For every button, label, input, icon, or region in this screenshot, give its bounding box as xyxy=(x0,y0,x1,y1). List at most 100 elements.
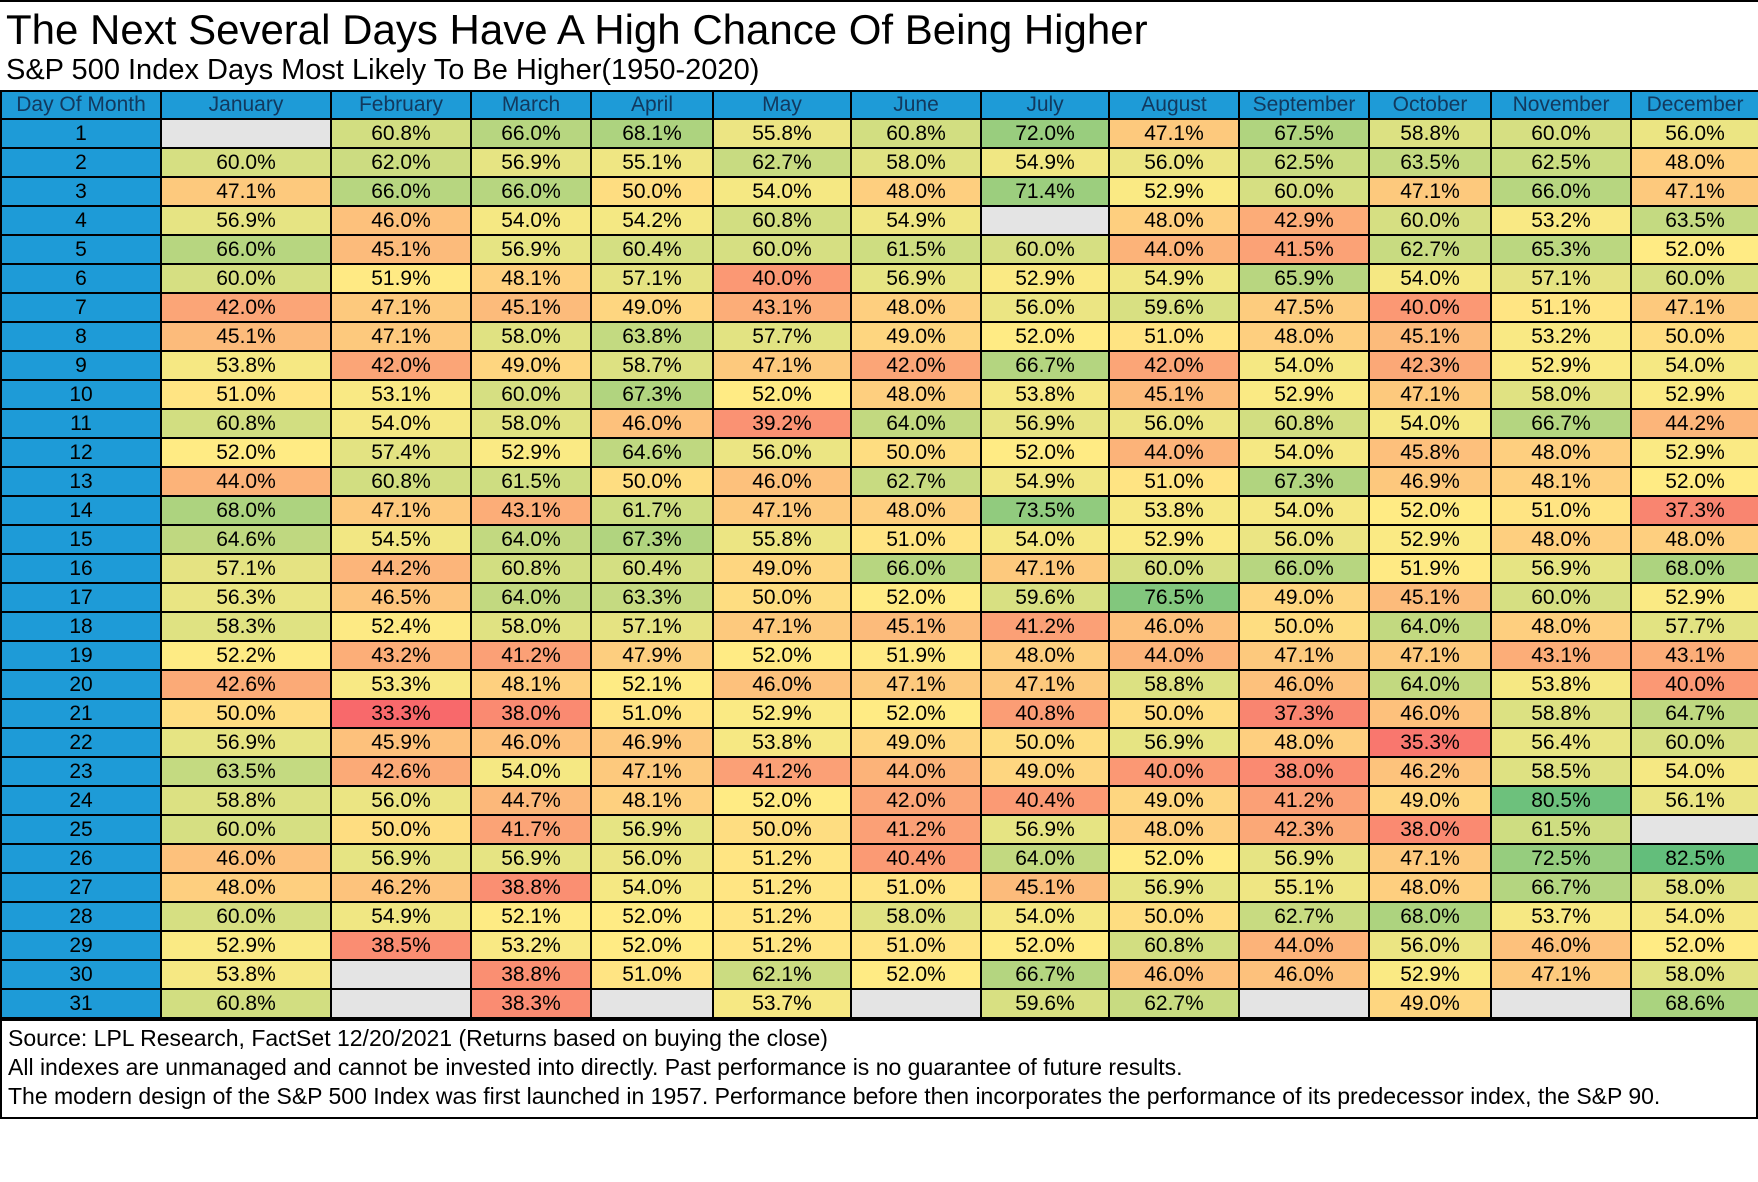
day-row-19: 19 52.2% 43.2% 41.2% 47.9% 52.0% 51.9% 48.0% 44.… xyxy=(0,640,1758,671)
cell-june-14: 48.0% xyxy=(850,495,982,526)
cell-may-20: 46.0% xyxy=(712,669,852,700)
cell-july-11: 56.9% xyxy=(980,408,1110,439)
cell-january-26: 46.0% xyxy=(160,843,332,874)
cell-september-20: 46.0% xyxy=(1238,669,1370,700)
day-cell-21: 21 xyxy=(0,698,162,729)
cell-september-24: 41.2% xyxy=(1238,785,1370,816)
cell-september-2: 62.5% xyxy=(1238,147,1370,178)
cell-february-30 xyxy=(330,959,472,990)
cell-october-20: 64.0% xyxy=(1368,669,1492,700)
cell-january-10: 51.0% xyxy=(160,379,332,410)
cell-july-26: 64.0% xyxy=(980,843,1110,874)
cell-january-19: 52.2% xyxy=(160,640,332,671)
cell-december-5: 52.0% xyxy=(1630,234,1758,265)
cell-october-10: 47.1% xyxy=(1368,379,1492,410)
cell-december-7: 47.1% xyxy=(1630,292,1758,323)
cell-november-31 xyxy=(1490,988,1632,1019)
cell-february-27: 46.2% xyxy=(330,872,472,903)
month-header-january: January xyxy=(160,90,332,120)
cell-november-13: 48.1% xyxy=(1490,466,1632,497)
cell-march-10: 60.0% xyxy=(470,379,592,410)
cell-february-3: 66.0% xyxy=(330,176,472,207)
cell-december-26: 82.5% xyxy=(1630,843,1758,874)
cell-august-4: 48.0% xyxy=(1108,205,1240,236)
cell-august-15: 52.9% xyxy=(1108,524,1240,555)
cell-june-7: 48.0% xyxy=(850,292,982,323)
cell-november-14: 51.0% xyxy=(1490,495,1632,526)
cell-july-18: 41.2% xyxy=(980,611,1110,642)
cell-september-27: 55.1% xyxy=(1238,872,1370,903)
cell-december-10: 52.9% xyxy=(1630,379,1758,410)
cell-july-24: 40.4% xyxy=(980,785,1110,816)
cell-march-5: 56.9% xyxy=(470,234,592,265)
cell-may-7: 43.1% xyxy=(712,292,852,323)
cell-may-16: 49.0% xyxy=(712,553,852,584)
cell-november-28: 53.7% xyxy=(1490,901,1632,932)
cell-june-4: 54.9% xyxy=(850,205,982,236)
footer-line-history: The modern design of the S&P 500 Index w… xyxy=(8,1083,1661,1109)
cell-april-15: 67.3% xyxy=(590,524,714,555)
cell-august-2: 56.0% xyxy=(1108,147,1240,178)
cell-july-20: 47.1% xyxy=(980,669,1110,700)
cell-april-23: 47.1% xyxy=(590,756,714,787)
cell-january-15: 64.6% xyxy=(160,524,332,555)
month-header-february: February xyxy=(330,90,472,120)
month-header-september: September xyxy=(1238,90,1370,120)
cell-may-29: 51.2% xyxy=(712,930,852,961)
cell-december-29: 52.0% xyxy=(1630,930,1758,961)
cell-may-5: 60.0% xyxy=(712,234,852,265)
cell-october-18: 64.0% xyxy=(1368,611,1492,642)
cell-october-1: 58.8% xyxy=(1368,118,1492,149)
cell-december-18: 57.7% xyxy=(1630,611,1758,642)
cell-february-1: 60.8% xyxy=(330,118,472,149)
day-row-10: 10 51.0% 53.1% 60.0% 67.3% 52.0% 48.0% 53.8% 45.… xyxy=(0,379,1758,410)
cell-june-23: 44.0% xyxy=(850,756,982,787)
cell-march-19: 41.2% xyxy=(470,640,592,671)
cell-august-29: 60.8% xyxy=(1108,930,1240,961)
day-row-7: 7 42.0% 47.1% 45.1% 49.0% 43.1% 48.0% 56.0% 59.6… xyxy=(0,292,1758,323)
cell-june-28: 58.0% xyxy=(850,901,982,932)
cell-september-1: 67.5% xyxy=(1238,118,1370,149)
cell-september-21: 37.3% xyxy=(1238,698,1370,729)
day-cell-9: 9 xyxy=(0,350,162,381)
cell-january-24: 58.8% xyxy=(160,785,332,816)
cell-july-29: 52.0% xyxy=(980,930,1110,961)
cell-april-1: 68.1% xyxy=(590,118,714,149)
cell-november-6: 57.1% xyxy=(1490,263,1632,294)
cell-june-29: 51.0% xyxy=(850,930,982,961)
cell-february-18: 52.4% xyxy=(330,611,472,642)
cell-august-30: 46.0% xyxy=(1108,959,1240,990)
cell-july-14: 73.5% xyxy=(980,495,1110,526)
cell-april-31 xyxy=(590,988,714,1019)
cell-march-26: 56.9% xyxy=(470,843,592,874)
cell-september-10: 52.9% xyxy=(1238,379,1370,410)
footer: Source: LPL Research, FactSet 12/20/2021… xyxy=(0,1019,1758,1119)
day-row-11: 11 60.8% 54.0% 58.0% 46.0% 39.2% 64.0% 56.9% 56.… xyxy=(0,408,1758,439)
cell-september-15: 56.0% xyxy=(1238,524,1370,555)
heatmap-body: 1 60.8% 66.0% 68.1% 55.8% 60.8% 72.0% 47.1% 67.5… xyxy=(0,118,1758,1019)
cell-november-29: 46.0% xyxy=(1490,930,1632,961)
cell-november-21: 58.8% xyxy=(1490,698,1632,729)
cell-january-30: 53.8% xyxy=(160,959,332,990)
day-cell-15: 15 xyxy=(0,524,162,555)
day-cell-18: 18 xyxy=(0,611,162,642)
cell-august-12: 44.0% xyxy=(1108,437,1240,468)
cell-november-9: 52.9% xyxy=(1490,350,1632,381)
cell-december-13: 52.0% xyxy=(1630,466,1758,497)
cell-august-11: 56.0% xyxy=(1108,408,1240,439)
cell-may-31: 53.7% xyxy=(712,988,852,1019)
day-row-4: 4 56.9% 46.0% 54.0% 54.2% 60.8% 54.9% 48.0% 42.9… xyxy=(0,205,1758,236)
month-header-march: March xyxy=(470,90,592,120)
cell-may-25: 50.0% xyxy=(712,814,852,845)
day-cell-10: 10 xyxy=(0,379,162,410)
cell-april-22: 46.9% xyxy=(590,727,714,758)
cell-february-26: 56.9% xyxy=(330,843,472,874)
cell-september-17: 49.0% xyxy=(1238,582,1370,613)
cell-july-7: 56.0% xyxy=(980,292,1110,323)
cell-march-22: 46.0% xyxy=(470,727,592,758)
cell-march-12: 52.9% xyxy=(470,437,592,468)
month-header-june: June xyxy=(850,90,982,120)
cell-march-4: 54.0% xyxy=(470,205,592,236)
cell-september-13: 67.3% xyxy=(1238,466,1370,497)
cell-january-17: 56.3% xyxy=(160,582,332,613)
